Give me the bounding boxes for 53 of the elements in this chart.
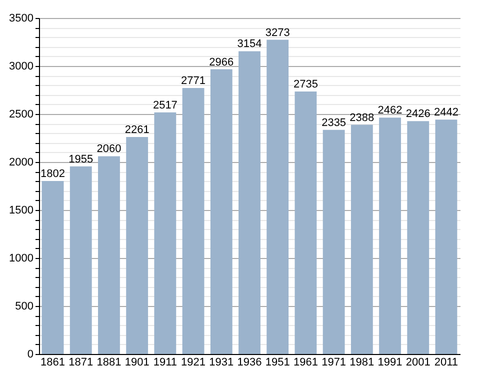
y-tick-label: 3500 — [9, 12, 34, 24]
data-label: 2060 — [96, 143, 122, 156]
x-tick-label: 1991 — [378, 356, 402, 368]
data-label: 2388 — [350, 112, 374, 124]
x-tick-label: 1921 — [181, 356, 206, 368]
bar — [182, 88, 204, 354]
x-tick-label: 2001 — [406, 356, 430, 368]
x-tick-label: 1901 — [124, 356, 150, 368]
y-tick-label: 0 — [27, 348, 34, 360]
y-tick-label: 2500 — [9, 108, 34, 120]
data-label: 1802 — [40, 168, 66, 180]
bar — [154, 112, 176, 354]
data-label: 2462 — [378, 104, 402, 117]
x-tick-label: 1871 — [68, 356, 94, 368]
x-tick-label: 2011 — [434, 356, 458, 368]
data-label: 2735 — [293, 78, 318, 90]
x-tick-label: 1861 — [40, 356, 66, 368]
x-tick-label: 1881 — [96, 356, 122, 368]
y-tick-label: 500 — [15, 300, 34, 312]
bar — [126, 136, 148, 354]
bar — [70, 166, 92, 354]
y-tick-label: 1500 — [9, 204, 34, 216]
x-tick-label: 1951 — [265, 356, 290, 368]
bar — [407, 121, 430, 354]
data-label: 2426 — [406, 108, 430, 120]
x-tick-label: 1911 — [153, 356, 178, 368]
y-tick-label: 1000 — [9, 252, 34, 264]
x-tick-label: 1981 — [350, 356, 374, 368]
data-label: 2966 — [209, 56, 234, 68]
bar — [210, 69, 232, 354]
bar — [42, 181, 64, 354]
y-tick-label: 3000 — [9, 60, 34, 72]
bar — [350, 124, 373, 354]
x-tick-label: 1931 — [209, 356, 234, 368]
data-label: 2261 — [124, 124, 150, 136]
x-tick-label: 1961 — [293, 356, 318, 368]
data-label: 2517 — [152, 99, 178, 112]
bar — [238, 51, 260, 354]
data-label: 3154 — [237, 38, 262, 50]
data-label: 2771 — [181, 74, 206, 87]
bar — [98, 156, 120, 354]
bar — [435, 120, 458, 354]
x-tick-label: 1971 — [322, 356, 346, 368]
data-label: 3273 — [265, 26, 290, 39]
bar — [266, 40, 289, 354]
bar — [294, 91, 317, 354]
x-tick-label: 1936 — [237, 356, 262, 368]
data-label: 1955 — [68, 153, 94, 166]
data-label: 2335 — [322, 116, 346, 129]
bar — [379, 118, 401, 354]
bar — [322, 130, 345, 354]
y-tick-label: 2000 — [9, 156, 34, 168]
data-label: 2442 — [434, 106, 458, 119]
